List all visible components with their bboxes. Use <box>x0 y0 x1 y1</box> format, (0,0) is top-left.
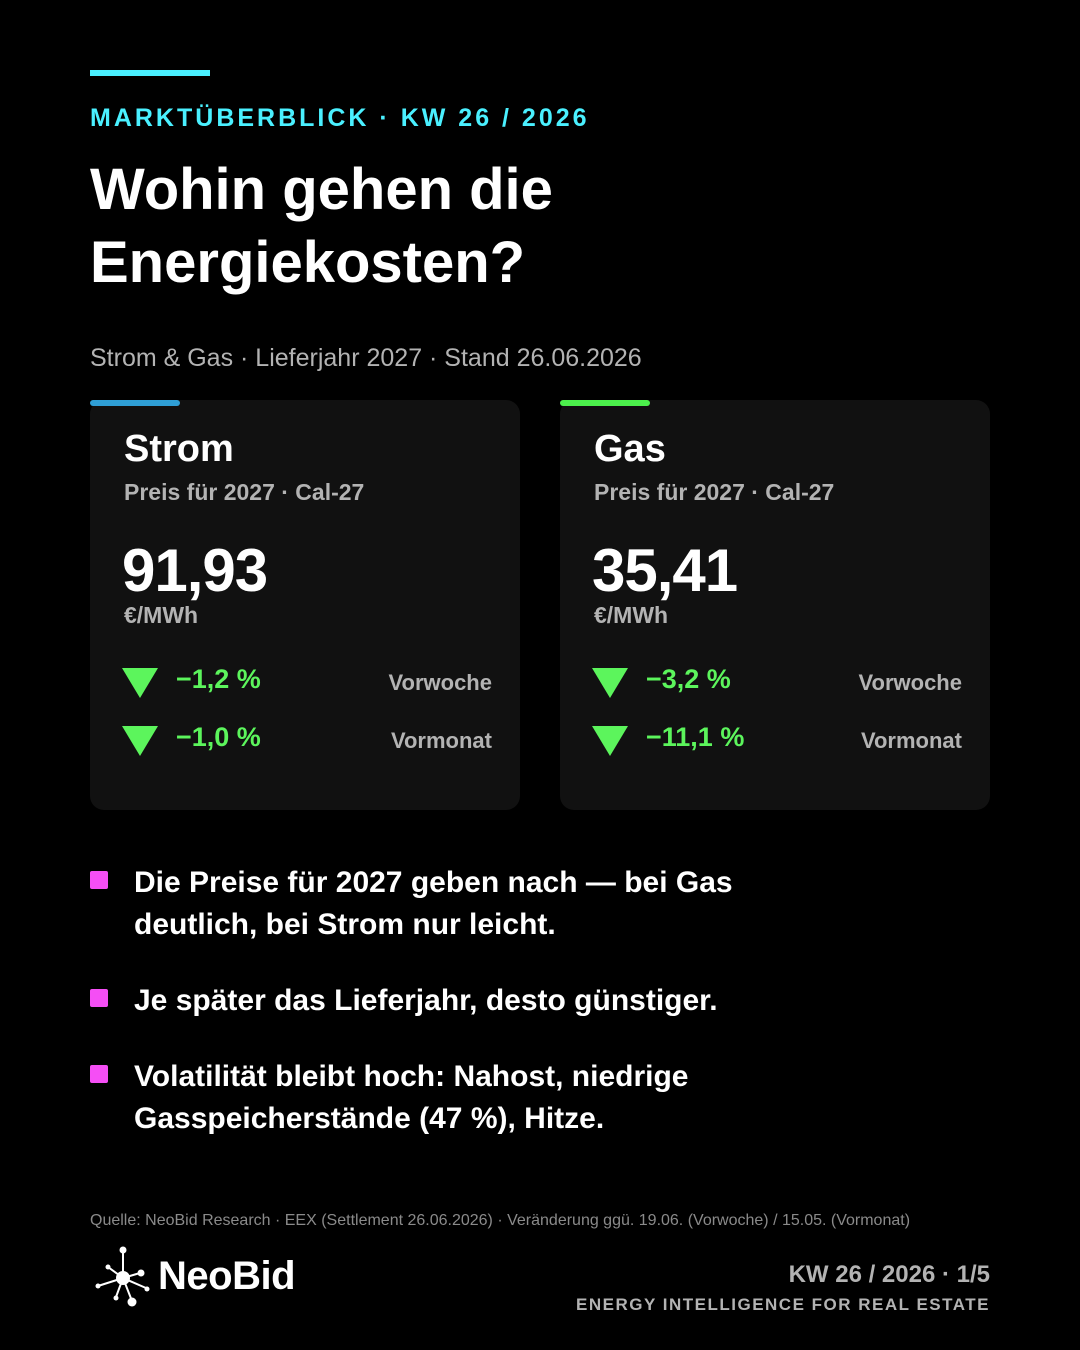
list-item: Die Preise für 2027 geben nach — bei Gas… <box>90 862 850 946</box>
square-bullet-icon <box>90 871 108 889</box>
card-period: Preis für 2027 · Cal-27 <box>594 479 835 505</box>
change-label: Vormonat <box>390 728 492 753</box>
triangle-down-icon <box>122 726 158 756</box>
square-bullet-icon <box>90 1065 108 1083</box>
page-info: KW 26 / 2026 · 1/5 <box>788 1261 990 1288</box>
change-row-week: −3,2 % Vorwoche <box>592 662 962 702</box>
card-accent-tab <box>560 400 650 406</box>
change-value: −1,0 % <box>176 722 261 752</box>
triangle-down-icon <box>122 668 158 698</box>
change-row-month: −1,0 % Vormonat <box>122 720 492 760</box>
list-item: Je später das Lieferjahr, desto günstige… <box>90 980 950 1022</box>
change-label: Vorwoche <box>858 670 962 695</box>
card-price: 91,93 <box>122 537 268 604</box>
card-name: Strom <box>124 428 234 470</box>
change-value: −1,2 % <box>176 664 261 694</box>
triangle-down-icon <box>592 726 628 756</box>
change-value: −11,1 % <box>646 722 745 752</box>
change-row-month: −11,1 % Vormonat <box>592 720 962 760</box>
bullet-text: Die Preise für 2027 geben nach — bei Gas… <box>134 866 733 941</box>
card-unit: €/MWh <box>124 602 199 628</box>
page-title: Wohin gehen die Energiekosten? <box>90 157 553 295</box>
network-node-logo-icon <box>95 1246 150 1307</box>
bullet-text: Volatilität bleibt hoch: Nahost, niedrig… <box>134 1060 689 1135</box>
card-name: Gas <box>594 428 666 470</box>
change-label: Vormonat <box>860 728 962 753</box>
card-accent-tab <box>90 400 180 406</box>
card-price: 35,41 <box>592 537 738 604</box>
card-period: Preis für 2027 · Cal-27 <box>124 479 365 505</box>
bullet-list: Die Preise für 2027 geben nach — bei Gas… <box>90 862 950 1140</box>
card-strom: Strom Preis für 2027 · Cal-27 91,93 €/MW… <box>90 400 520 810</box>
page-subtitle: Strom & Gas · Lieferjahr 2027 · Stand 26… <box>90 344 642 372</box>
triangle-down-icon <box>592 668 628 698</box>
change-value: −3,2 % <box>646 664 731 694</box>
change-label: Vorwoche <box>388 670 492 695</box>
card-unit: €/MWh <box>594 602 669 628</box>
bullet-text: Je später das Lieferjahr, desto günstige… <box>134 984 718 1017</box>
tagline: ENERGY INTELLIGENCE FOR REAL ESTATE <box>576 1295 990 1314</box>
accent-bar <box>90 70 210 76</box>
brand-name: NeoBid <box>158 1254 296 1298</box>
list-item: Volatilität bleibt hoch: Nahost, niedrig… <box>90 1056 790 1140</box>
change-row-week: −1,2 % Vorwoche <box>122 662 492 702</box>
kicker: MARKTÜBERBLICK · KW 26 / 2026 <box>90 104 590 132</box>
card-gas: Gas Preis für 2027 · Cal-27 35,41 €/MWh … <box>560 400 990 810</box>
square-bullet-icon <box>90 989 108 1007</box>
source-note: Quelle: NeoBid Research · EEX (Settlemen… <box>90 1212 911 1229</box>
